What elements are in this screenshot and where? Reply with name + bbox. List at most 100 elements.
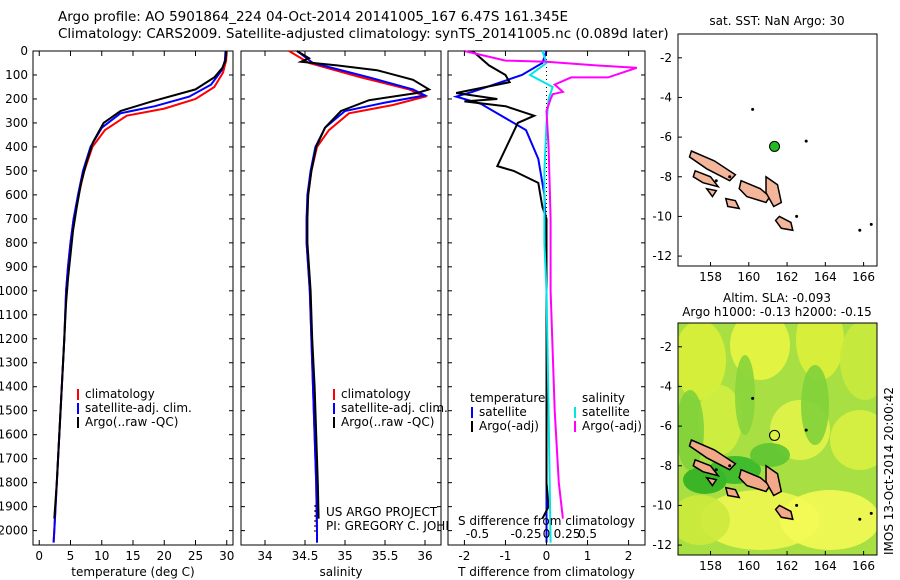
- x-tick-label: 5: [67, 549, 75, 563]
- top-x-tick-label: 0.25: [554, 527, 581, 541]
- y-tick-label: 500: [5, 164, 28, 178]
- islet: [858, 228, 862, 232]
- y-tick-label: 600: [5, 188, 28, 202]
- legend-label: satellite-adj. clim.: [85, 401, 192, 415]
- legend-label: satellite: [479, 405, 527, 419]
- top-x-tick-label: -0.5: [466, 527, 489, 541]
- island-coastline: [724, 197, 741, 210]
- imos-timestamp-label: IMOS 13-Oct-2014 20:00:42: [882, 387, 896, 555]
- islet: [869, 511, 873, 515]
- island-coastline: [688, 149, 737, 182]
- islet: [858, 517, 862, 521]
- island-coastline: [724, 486, 741, 499]
- legend-group-label: salinity: [582, 391, 625, 405]
- top-x-tick-label: 0: [543, 527, 551, 541]
- legend-label: Argo(-adj): [479, 419, 539, 433]
- map-sst-map: [677, 33, 878, 267]
- y-tick-label: 900: [5, 260, 28, 274]
- island-coastline: [765, 175, 783, 208]
- x-tick-label: 25: [188, 549, 203, 563]
- y-tick-label: 1900: [0, 500, 28, 514]
- islet: [804, 428, 808, 432]
- x-tick-label: 0: [35, 549, 43, 563]
- map-sla-map: [677, 322, 878, 556]
- legend-label: Argo(..raw -QC): [341, 415, 434, 429]
- islet: [751, 396, 755, 400]
- x-tick-label: 20: [157, 549, 172, 563]
- x-tick-label: 34.5: [292, 549, 319, 563]
- map-x-tick-label: 164: [814, 559, 837, 573]
- y-tick-label: 1400: [0, 380, 28, 394]
- annotation-project: US ARGO PROJECT: [326, 505, 438, 519]
- map-y-tick-label: -10: [652, 209, 672, 223]
- island-coastline: [774, 215, 794, 232]
- y-tick-label: 300: [5, 116, 28, 130]
- island-coastline: [765, 464, 783, 497]
- annotation-pi: PI: GREGORY C. JOHNSON: [326, 519, 480, 533]
- islet: [804, 139, 808, 143]
- map-x-tick-label: 160: [737, 270, 760, 284]
- series-line-salinity-2: [296, 50, 432, 519]
- map-x-tick-label: 164: [814, 270, 837, 284]
- panel-frame-salinity: [240, 50, 442, 546]
- sla-field-patch: [735, 355, 755, 435]
- map-y-tick-label: -8: [660, 459, 672, 473]
- map-x-tick-label: 158: [699, 270, 722, 284]
- sla-field-patch: [840, 323, 877, 400]
- map-y-tick-label: -6: [660, 419, 672, 433]
- top-x-tick-label: 0.5: [578, 527, 597, 541]
- x-axis-label: temperature (deg C): [71, 565, 194, 579]
- sla-field-patch: [830, 410, 877, 470]
- islet: [728, 175, 732, 179]
- sla-field-patch: [698, 385, 742, 455]
- x-tick-label: 2: [625, 549, 633, 563]
- legend-label: satellite-adj. clim.: [341, 401, 448, 415]
- map-x-tick-label: 158: [699, 559, 722, 573]
- y-tick-label: 1300: [0, 356, 28, 370]
- y-tick-label: 800: [5, 236, 28, 250]
- sla-field-patch: [796, 323, 844, 380]
- sla-field-patch: [750, 443, 790, 467]
- y-tick-label: 100: [5, 68, 28, 82]
- islet: [795, 503, 799, 507]
- legend-label: climatology: [85, 387, 155, 401]
- island-coastline: [704, 187, 718, 198]
- sla-field-patch: [780, 490, 877, 550]
- panel-frame-temperature: [32, 50, 234, 546]
- series-line-difference-3: [464, 50, 638, 519]
- islet: [714, 468, 718, 472]
- island-coastline: [774, 504, 794, 521]
- argo-float-marker: [769, 429, 781, 441]
- islet: [714, 179, 718, 183]
- island-coastline: [692, 169, 721, 188]
- map-x-tick-label: 162: [776, 559, 799, 573]
- y-tick-label: 0: [20, 44, 28, 58]
- x-tick-label: 0: [543, 549, 551, 563]
- map-y-tick-label: -12: [652, 538, 672, 552]
- map-y-tick-label: -8: [660, 170, 672, 184]
- islet: [728, 464, 732, 468]
- legend-group-label: temperature: [470, 391, 545, 405]
- island-coastline: [704, 476, 718, 487]
- x-axis-label: T difference from climatology: [457, 565, 635, 579]
- map-y-tick-label: -4: [660, 379, 672, 393]
- map-x-tick-label: 160: [737, 559, 760, 573]
- x-tick-label: 35: [337, 549, 352, 563]
- y-tick-label: 1600: [0, 428, 28, 442]
- top-x-axis-label: S difference from climatology: [458, 514, 635, 528]
- y-tick-label: 1100: [0, 308, 28, 322]
- argo-float-marker: [769, 140, 781, 152]
- map-frame-sla-map: [677, 322, 878, 556]
- map-frame-sst-map: [677, 33, 878, 267]
- y-tick-label: 1000: [0, 284, 28, 298]
- x-tick-label: 10: [94, 549, 109, 563]
- sla-field-patch: [678, 390, 704, 470]
- legend-label: satellite: [582, 405, 630, 419]
- island-coastline: [738, 468, 771, 493]
- legend-label: climatology: [341, 387, 411, 401]
- x-axis-label: salinity: [319, 565, 362, 579]
- island-coastline: [692, 458, 721, 477]
- figure-title-line1: Argo profile: AO 5901864_224 04-Oct-2014…: [58, 9, 569, 25]
- map-y-tick-label: -4: [660, 90, 672, 104]
